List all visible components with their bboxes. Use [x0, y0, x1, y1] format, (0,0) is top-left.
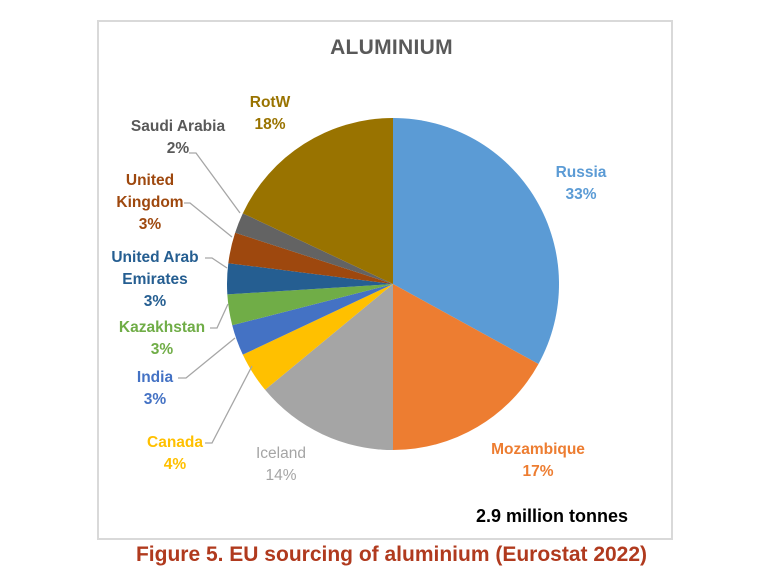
label-pct: 33% — [565, 186, 597, 203]
pie-slice-mozambique — [393, 284, 539, 450]
label-name: Saudi Arabia — [130, 118, 226, 135]
leader-line-india — [178, 337, 236, 379]
label-pct: 17% — [522, 463, 554, 480]
label-uae: United Arab Emirates 3% — [105, 247, 205, 313]
label-name: Mozambique — [491, 441, 585, 458]
leader-line-kazakhstan — [210, 303, 229, 329]
label-name: Iceland — [256, 445, 306, 462]
pie-slice-saudi-arabia — [235, 213, 393, 284]
label-name: India — [136, 369, 174, 386]
label-name: Kazakhstan — [118, 319, 206, 336]
label-pct: 4% — [163, 456, 187, 473]
label-kazakhstan: Kazakhstan 3% — [115, 317, 209, 361]
label-name: Canada — [147, 434, 203, 451]
label-saudi: Saudi Arabia 2% — [124, 116, 232, 160]
pie-slice-united-arab-emirates — [227, 263, 393, 295]
label-india: India 3% — [131, 367, 179, 411]
label-name-line1: United — [125, 172, 175, 189]
leader-line-uae — [205, 257, 228, 269]
leader-lines — [178, 152, 253, 444]
label-name-line2: Kingdom — [116, 194, 184, 211]
label-pct: 3% — [138, 216, 162, 233]
leader-line-canada — [205, 365, 253, 444]
label-pct: 3% — [143, 293, 167, 310]
label-name: RotW — [249, 94, 291, 111]
total-tonnes: 2.9 million tonnes — [476, 506, 629, 526]
pie-slice-canada — [242, 284, 393, 390]
pie-slice-india — [232, 284, 393, 355]
label-pct: 14% — [265, 467, 297, 484]
figure-caption: Figure 5. EU sourcing of aluminium (Euro… — [135, 543, 648, 566]
pie-slice-united-kingdom — [228, 232, 393, 284]
label-pct: 3% — [150, 341, 174, 358]
label-pct: 3% — [143, 391, 167, 408]
label-rotw: RotW 18% — [240, 92, 300, 136]
leader-line-saudi — [189, 152, 241, 214]
leader-line-uk — [184, 202, 233, 238]
label-mozambique: Mozambique 17% — [484, 439, 592, 483]
pie-slices — [227, 117, 560, 450]
label-iceland: Iceland 14% — [246, 443, 316, 487]
label-uk: United Kingdom 3% — [113, 170, 187, 236]
chart-title: ALUMINIUM — [330, 36, 453, 59]
label-name-line1: United Arab — [111, 249, 199, 266]
pie-slice-iceland — [265, 284, 393, 450]
label-russia: Russia 33% — [549, 162, 613, 206]
label-pct: 2% — [166, 140, 190, 157]
label-pct: 18% — [254, 116, 286, 133]
label-name: Russia — [555, 164, 607, 181]
label-canada: Canada 4% — [143, 432, 207, 476]
pie-slice-russia — [393, 118, 560, 364]
label-name-line2: Emirates — [122, 271, 188, 288]
pie-slice-rotw — [242, 117, 393, 284]
pie-slice-kazakhstan — [227, 284, 393, 326]
